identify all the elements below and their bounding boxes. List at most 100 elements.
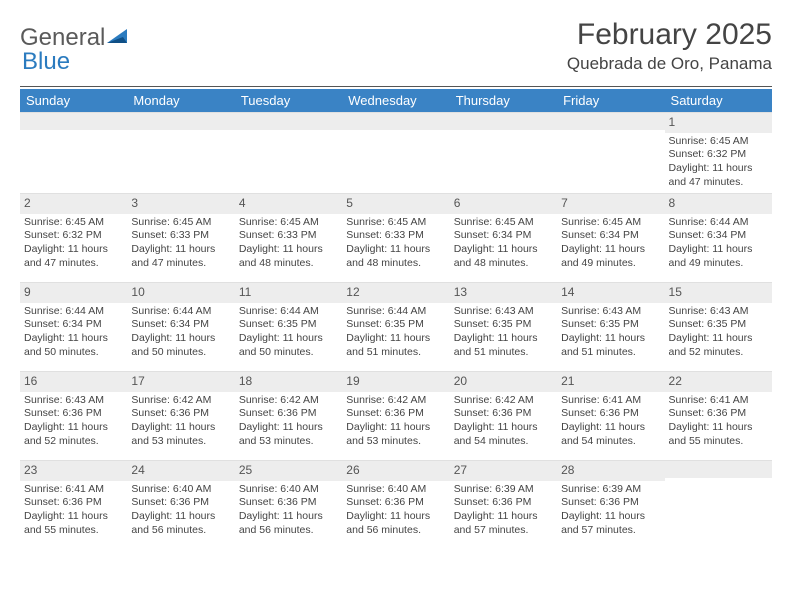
day-body: Sunrise: 6:43 AMSunset: 6:35 PMDaylight:…	[665, 303, 772, 364]
day-day1: Daylight: 11 hours	[561, 332, 660, 346]
day-sunrise: Sunrise: 6:42 AM	[131, 394, 230, 408]
calendar-cell: 11Sunrise: 6:44 AMSunset: 6:35 PMDayligh…	[235, 282, 342, 371]
calendar-cell: 14Sunrise: 6:43 AMSunset: 6:35 PMDayligh…	[557, 282, 664, 371]
calendar-cell: 18Sunrise: 6:42 AMSunset: 6:36 PMDayligh…	[235, 371, 342, 460]
day-number	[557, 112, 664, 130]
day-number: 18	[235, 371, 342, 392]
day-number: 28	[557, 460, 664, 481]
day-sunrise: Sunrise: 6:45 AM	[346, 216, 445, 230]
day-day1: Daylight: 11 hours	[131, 243, 230, 257]
day-body: Sunrise: 6:41 AMSunset: 6:36 PMDaylight:…	[665, 392, 772, 453]
day-body: Sunrise: 6:44 AMSunset: 6:35 PMDaylight:…	[342, 303, 449, 364]
calendar-cell	[127, 112, 234, 193]
day-day2: and 56 minutes.	[239, 524, 338, 538]
day-day2: and 48 minutes.	[239, 257, 338, 271]
day-sunrise: Sunrise: 6:39 AM	[561, 483, 660, 497]
day-number: 2	[20, 193, 127, 214]
day-day1: Daylight: 11 hours	[239, 243, 338, 257]
day-body: Sunrise: 6:40 AMSunset: 6:36 PMDaylight:…	[127, 481, 234, 542]
day-sunset: Sunset: 6:35 PM	[346, 318, 445, 332]
calendar-cell	[665, 460, 772, 549]
day-sunset: Sunset: 6:34 PM	[454, 229, 553, 243]
logo-text-blue: Blue	[22, 48, 70, 76]
day-day2: and 54 minutes.	[454, 435, 553, 449]
day-sunset: Sunset: 6:35 PM	[669, 318, 768, 332]
day-day2: and 55 minutes.	[24, 524, 123, 538]
day-number: 21	[557, 371, 664, 392]
calendar-cell: 12Sunrise: 6:44 AMSunset: 6:35 PMDayligh…	[342, 282, 449, 371]
day-day2: and 51 minutes.	[561, 346, 660, 360]
day-sunrise: Sunrise: 6:45 AM	[454, 216, 553, 230]
day-day2: and 50 minutes.	[24, 346, 123, 360]
day-day1: Daylight: 11 hours	[561, 421, 660, 435]
calendar-cell: 9Sunrise: 6:44 AMSunset: 6:34 PMDaylight…	[20, 282, 127, 371]
dow-monday: Monday	[127, 89, 234, 112]
day-day2: and 52 minutes.	[24, 435, 123, 449]
day-sunrise: Sunrise: 6:44 AM	[669, 216, 768, 230]
day-body: Sunrise: 6:39 AMSunset: 6:36 PMDaylight:…	[450, 481, 557, 542]
day-sunset: Sunset: 6:36 PM	[131, 496, 230, 510]
day-body: Sunrise: 6:45 AMSunset: 6:33 PMDaylight:…	[342, 214, 449, 275]
calendar-row: 9Sunrise: 6:44 AMSunset: 6:34 PMDaylight…	[20, 282, 772, 371]
day-day1: Daylight: 11 hours	[239, 510, 338, 524]
day-day2: and 57 minutes.	[454, 524, 553, 538]
day-number: 26	[342, 460, 449, 481]
day-number: 11	[235, 282, 342, 303]
day-day2: and 56 minutes.	[131, 524, 230, 538]
calendar-page: General February 2025 Quebrada de Oro, P…	[0, 0, 792, 559]
calendar-row: 1Sunrise: 6:45 AMSunset: 6:32 PMDaylight…	[20, 112, 772, 193]
day-body: Sunrise: 6:45 AMSunset: 6:34 PMDaylight:…	[557, 214, 664, 275]
day-day1: Daylight: 11 hours	[131, 510, 230, 524]
day-day1: Daylight: 11 hours	[669, 421, 768, 435]
day-number	[450, 112, 557, 130]
dow-tuesday: Tuesday	[235, 89, 342, 112]
day-day1: Daylight: 11 hours	[346, 243, 445, 257]
day-sunset: Sunset: 6:36 PM	[24, 407, 123, 421]
day-number: 27	[450, 460, 557, 481]
dow-wednesday: Wednesday	[342, 89, 449, 112]
calendar-cell: 13Sunrise: 6:43 AMSunset: 6:35 PMDayligh…	[450, 282, 557, 371]
day-body: Sunrise: 6:43 AMSunset: 6:35 PMDaylight:…	[557, 303, 664, 364]
day-number: 9	[20, 282, 127, 303]
day-body: Sunrise: 6:44 AMSunset: 6:34 PMDaylight:…	[20, 303, 127, 364]
calendar-cell	[342, 112, 449, 193]
day-body: Sunrise: 6:42 AMSunset: 6:36 PMDaylight:…	[235, 392, 342, 453]
calendar-cell: 4Sunrise: 6:45 AMSunset: 6:33 PMDaylight…	[235, 193, 342, 282]
calendar-table: Sunday Monday Tuesday Wednesday Thursday…	[20, 89, 772, 549]
day-sunrise: Sunrise: 6:45 AM	[669, 135, 768, 149]
day-day1: Daylight: 11 hours	[454, 243, 553, 257]
calendar-body: 1Sunrise: 6:45 AMSunset: 6:32 PMDaylight…	[20, 112, 772, 549]
day-body: Sunrise: 6:45 AMSunset: 6:33 PMDaylight:…	[235, 214, 342, 275]
day-body: Sunrise: 6:45 AMSunset: 6:33 PMDaylight:…	[127, 214, 234, 275]
day-day2: and 55 minutes.	[669, 435, 768, 449]
dow-friday: Friday	[557, 89, 664, 112]
calendar-cell: 20Sunrise: 6:42 AMSunset: 6:36 PMDayligh…	[450, 371, 557, 460]
calendar-cell	[235, 112, 342, 193]
day-day1: Daylight: 11 hours	[131, 332, 230, 346]
location: Quebrada de Oro, Panama	[567, 54, 772, 74]
day-number: 3	[127, 193, 234, 214]
day-number: 13	[450, 282, 557, 303]
day-body: Sunrise: 6:44 AMSunset: 6:34 PMDaylight:…	[127, 303, 234, 364]
day-sunset: Sunset: 6:34 PM	[131, 318, 230, 332]
day-sunrise: Sunrise: 6:45 AM	[239, 216, 338, 230]
day-number: 19	[342, 371, 449, 392]
day-sunset: Sunset: 6:36 PM	[561, 496, 660, 510]
day-sunrise: Sunrise: 6:43 AM	[669, 305, 768, 319]
day-sunset: Sunset: 6:34 PM	[669, 229, 768, 243]
logo: General	[20, 18, 131, 52]
day-number: 17	[127, 371, 234, 392]
day-day1: Daylight: 11 hours	[669, 162, 768, 176]
day-sunrise: Sunrise: 6:40 AM	[239, 483, 338, 497]
day-sunrise: Sunrise: 6:43 AM	[561, 305, 660, 319]
day-day1: Daylight: 11 hours	[454, 421, 553, 435]
day-sunrise: Sunrise: 6:39 AM	[454, 483, 553, 497]
day-day1: Daylight: 11 hours	[346, 510, 445, 524]
day-sunset: Sunset: 6:36 PM	[131, 407, 230, 421]
day-sunset: Sunset: 6:33 PM	[131, 229, 230, 243]
day-body: Sunrise: 6:44 AMSunset: 6:34 PMDaylight:…	[665, 214, 772, 275]
day-day2: and 57 minutes.	[561, 524, 660, 538]
day-body: Sunrise: 6:40 AMSunset: 6:36 PMDaylight:…	[235, 481, 342, 542]
day-sunrise: Sunrise: 6:45 AM	[561, 216, 660, 230]
day-day2: and 53 minutes.	[131, 435, 230, 449]
